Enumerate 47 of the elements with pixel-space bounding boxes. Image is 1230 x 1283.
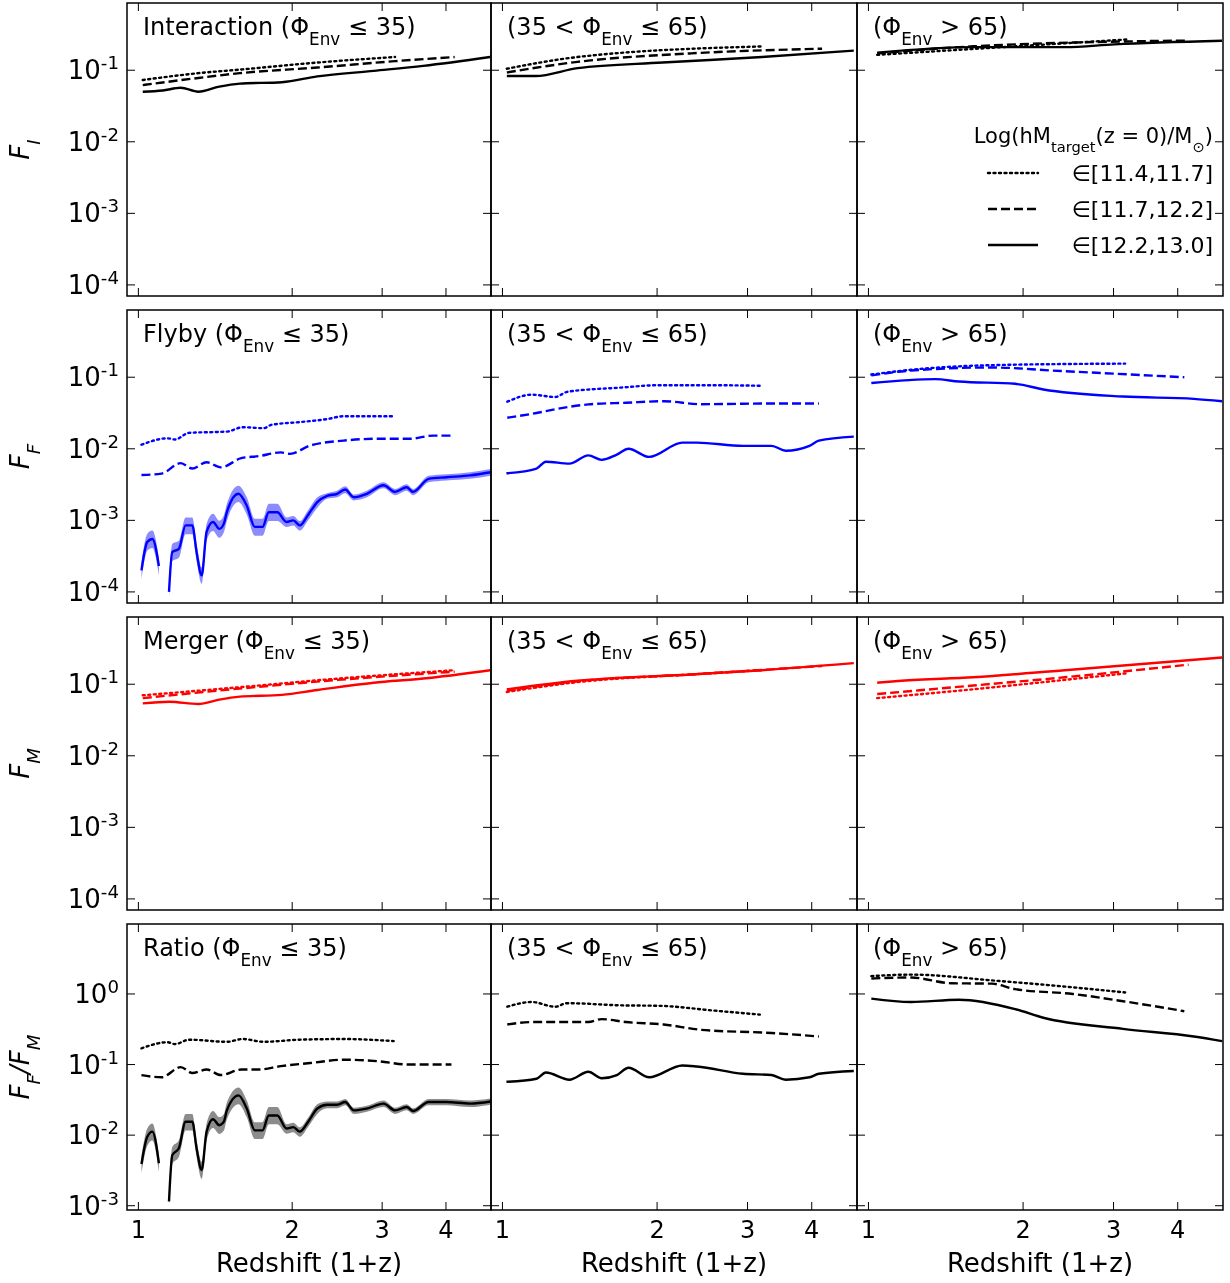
- y-tick-label: 10$^{-2}$: [67, 737, 119, 771]
- legend-label: ∈[11.7,12.2]: [1071, 197, 1213, 222]
- x-axis-title: Redshift (1+z): [580, 1248, 768, 1278]
- y-tick-label: 10$^{-4}$: [67, 573, 119, 607]
- y-tick-label: 10$^{-3}$: [67, 808, 119, 843]
- y-tick-label: 10$^{-1}$: [67, 358, 119, 393]
- x-tick-label: 1: [860, 1216, 877, 1244]
- text: (Φ$_{Env}$ > 65): [873, 627, 1008, 663]
- text: (Φ$_{Env}$ > 65): [873, 320, 1008, 356]
- y-tick-label: 10$^{-1}$: [67, 51, 119, 86]
- legend-label: ∈[11.4,11.7]: [1071, 161, 1213, 186]
- x-tick-label: 4: [1170, 1216, 1186, 1244]
- text: Merger (Φ$_{Env}$ ≤ 35): [143, 627, 371, 663]
- y-tick-label: 10$^{-1}$: [67, 1046, 119, 1080]
- legend-label: ∈[12.2,13.0]: [1071, 233, 1213, 258]
- text: (Φ$_{Env}$ > 65): [873, 13, 1008, 49]
- y-tick-label: 10$^{0}$: [74, 975, 119, 1009]
- text: Flyby (Φ$_{Env}$ ≤ 35): [143, 320, 350, 356]
- text: Ratio (Φ$_{Env}$ ≤ 35): [143, 934, 347, 970]
- x-tick-label: 3: [739, 1216, 756, 1244]
- y-tick-label: 10$^{-1}$: [67, 665, 119, 700]
- y-tick-label: 10$^{-2}$: [67, 1116, 119, 1151]
- x-tick-label: 3: [1105, 1216, 1122, 1244]
- x-axis-title: Redshift (1+z): [946, 1248, 1134, 1278]
- y-tick-label: 10$^{-3}$: [67, 1187, 119, 1221]
- text: (35 < Φ$_{Env}$ ≤ 65): [507, 320, 708, 356]
- y-tick-label: 10$^{-4}$: [67, 266, 119, 300]
- y-tick-label: 10$^{-3}$: [67, 501, 119, 536]
- y-tick-label: 10$^{-2}$: [67, 430, 119, 464]
- x-tick-label: 4: [438, 1216, 454, 1244]
- text: (Φ$_{Env}$ > 65): [873, 934, 1008, 970]
- x-tick-label: 4: [804, 1216, 820, 1244]
- y-tick-label: 10$^{-3}$: [67, 194, 119, 229]
- legend-title: Log(hM$_{target}$(z = 0)/M$_{⊙}$): [973, 124, 1213, 155]
- x-tick-label: 2: [1015, 1216, 1031, 1244]
- x-tick-label: 1: [130, 1216, 147, 1244]
- text: (35 < Φ$_{Env}$ ≤ 65): [507, 13, 708, 49]
- text: Interaction (Φ$_{Env}$ ≤ 35): [143, 13, 416, 49]
- x-tick-label: 2: [284, 1216, 300, 1244]
- y-tick-label: 10$^{-2}$: [67, 123, 119, 157]
- text: (35 < Φ$_{Env}$ ≤ 65): [507, 627, 708, 663]
- y-tick-label: 10$^{-4}$: [67, 880, 119, 914]
- x-tick-label: 1: [494, 1216, 511, 1244]
- text: (35 < Φ$_{Env}$ ≤ 65): [507, 934, 708, 970]
- x-axis-title: Redshift (1+z): [215, 1248, 403, 1278]
- x-tick-label: 3: [374, 1216, 390, 1244]
- x-tick-label: 2: [649, 1216, 665, 1244]
